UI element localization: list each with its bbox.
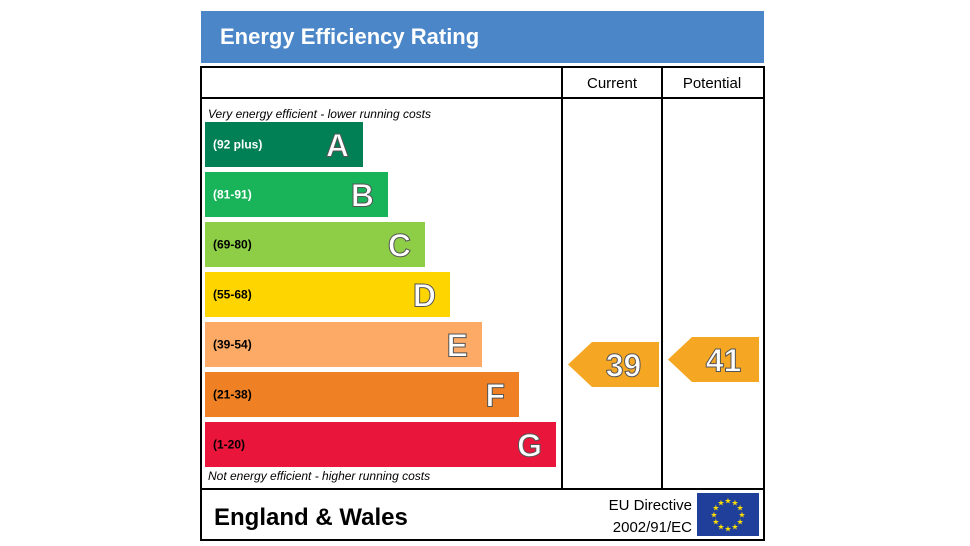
region-label: England & Wales [214, 504, 408, 531]
band-bar-d [205, 272, 450, 317]
rating-arrows: 39 41 [568, 337, 759, 387]
band-letter-f: F [485, 378, 505, 414]
band-range-c: (69-80) [213, 238, 252, 252]
bottom-note: Not energy efficient - higher running co… [208, 469, 430, 483]
eu-star: ★ [710, 511, 717, 520]
band-letter-b: B [351, 178, 374, 214]
band-range-g: (1-20) [213, 438, 245, 452]
chart-title: Energy Efficiency Rating [220, 24, 479, 49]
band-range-b: (81-91) [213, 188, 252, 202]
current-rating-arrow [568, 342, 659, 387]
top-note: Very energy efficient - lower running co… [208, 107, 431, 121]
band-range-e: (39-54) [213, 338, 252, 352]
band-letter-d: D [413, 278, 436, 314]
eu-star: ★ [724, 525, 731, 534]
rating-bands: (92 plus) A (81-91) B (69-80) C (55-68) D (39-54… [205, 122, 556, 467]
potential-rating-value: 41 [706, 343, 742, 379]
band-range-a: (92 plus) [213, 138, 262, 152]
eu-star: ★ [717, 523, 724, 532]
eu-star: ★ [731, 523, 738, 532]
potential-rating-arrow [668, 337, 759, 382]
band-bar-f [205, 372, 519, 417]
eu-directive-line2: 2002/91/EC [613, 519, 692, 536]
band-bar-a [205, 122, 363, 167]
current-rating-value: 39 [606, 348, 642, 384]
eu-star: ★ [738, 511, 745, 520]
band-bar-b [205, 172, 388, 217]
band-bar-g [205, 422, 556, 467]
band-bar-c [205, 222, 425, 267]
eu-star: ★ [737, 518, 744, 527]
potential-column-header: Potential [683, 75, 741, 92]
chart-header [201, 11, 764, 63]
band-bar-e [205, 322, 482, 367]
current-column-header: Current [587, 75, 638, 92]
band-letter-a: A [326, 128, 349, 164]
eu-star: ★ [731, 498, 738, 507]
band-letter-g: G [517, 428, 542, 464]
eu-star: ★ [712, 518, 719, 527]
eu-star: ★ [712, 504, 719, 513]
eu-star: ★ [724, 497, 731, 506]
band-letter-c: C [388, 228, 411, 264]
band-letter-e: E [447, 328, 468, 364]
band-range-f: (21-38) [213, 388, 252, 402]
band-range-d: (55-68) [213, 288, 252, 302]
eu-directive-line1: EU Directive [609, 497, 692, 514]
eu-star: ★ [717, 498, 724, 507]
eu-star: ★ [737, 504, 744, 513]
eu-flag-icon: ★ ★★★★★★★★★★★ [697, 493, 759, 536]
chart-frame [200, 66, 765, 541]
